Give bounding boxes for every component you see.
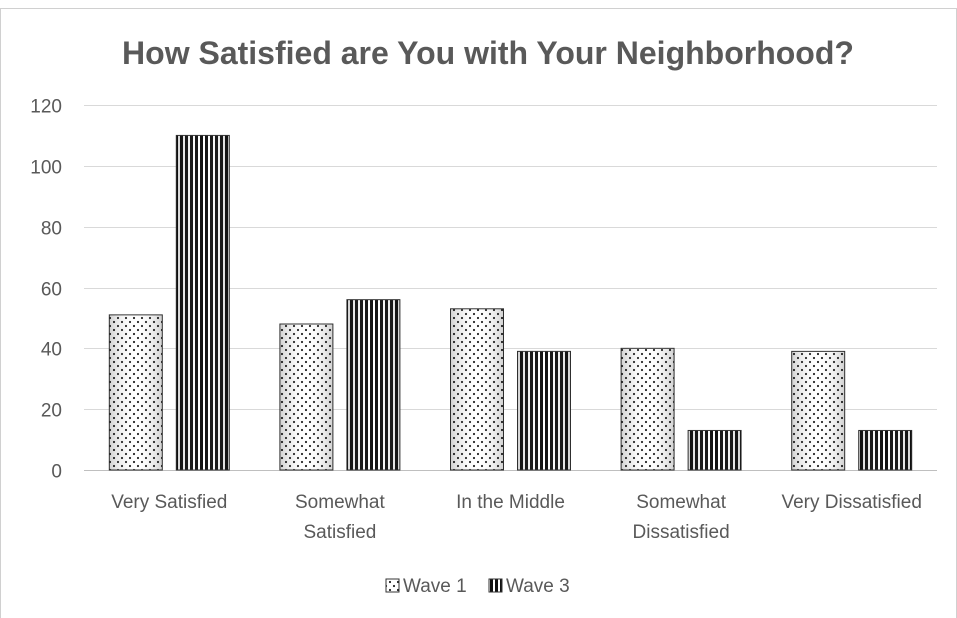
bar-wave-3 [858,429,913,471]
legend-swatch [385,578,400,593]
bar-wave-3 [346,299,401,471]
bar-shade [279,324,333,470]
bar-wave-1 [108,314,163,471]
legend-label: Wave 1 [403,576,467,597]
bar-shade [858,430,912,470]
y-tick-label: 0 [51,462,62,483]
bar-wave-3 [175,134,230,471]
bar-wave-1 [791,350,846,471]
legend-item: Wave 3 [488,576,570,597]
y-axis-ticks: 0 20 40 60 80 100 120 [30,97,62,483]
legend-label: Wave 3 [506,576,570,597]
legend-swatch [488,578,503,593]
x-axis-categories: Very Satisfied Somewhat Satisfied In the Mi… [111,492,922,543]
x-category-label: Dissatisfied [633,522,730,543]
x-category-label: Satisfied [303,522,376,543]
bar-shade [176,135,230,470]
x-category-label: In the Middle [456,492,565,513]
bar-shade [450,308,504,470]
y-tick-label: 60 [41,280,62,301]
bar-shade [688,430,742,470]
x-category-label: Somewhat [295,492,385,513]
bars [108,134,913,471]
y-tick-label: 80 [41,219,62,240]
bar-wave-3 [517,350,571,471]
bar-shade [109,314,163,470]
bar-shade [517,351,571,470]
bar-shade [346,299,400,470]
legend-item: Wave 1 [385,576,467,597]
y-tick-label: 40 [41,340,62,361]
x-category-label: Very Satisfied [111,492,227,513]
bar-wave-1 [620,347,675,471]
y-tick-label: 100 [30,158,62,179]
y-tick-label: 20 [41,401,62,422]
bar-wave-3 [687,429,742,471]
chart-title: How Satisfied are You with Your Neighbor… [122,35,854,71]
y-tick-label: 120 [30,97,62,118]
x-category-label: Very Dissatisfied [781,492,921,513]
bar-wave-1 [279,323,334,471]
x-category-label: Somewhat [636,492,726,513]
legend: Wave 1 Wave 3 [385,576,570,597]
bar-shade [621,348,675,470]
bar-shade [791,351,845,470]
bar-wave-1 [450,308,504,471]
